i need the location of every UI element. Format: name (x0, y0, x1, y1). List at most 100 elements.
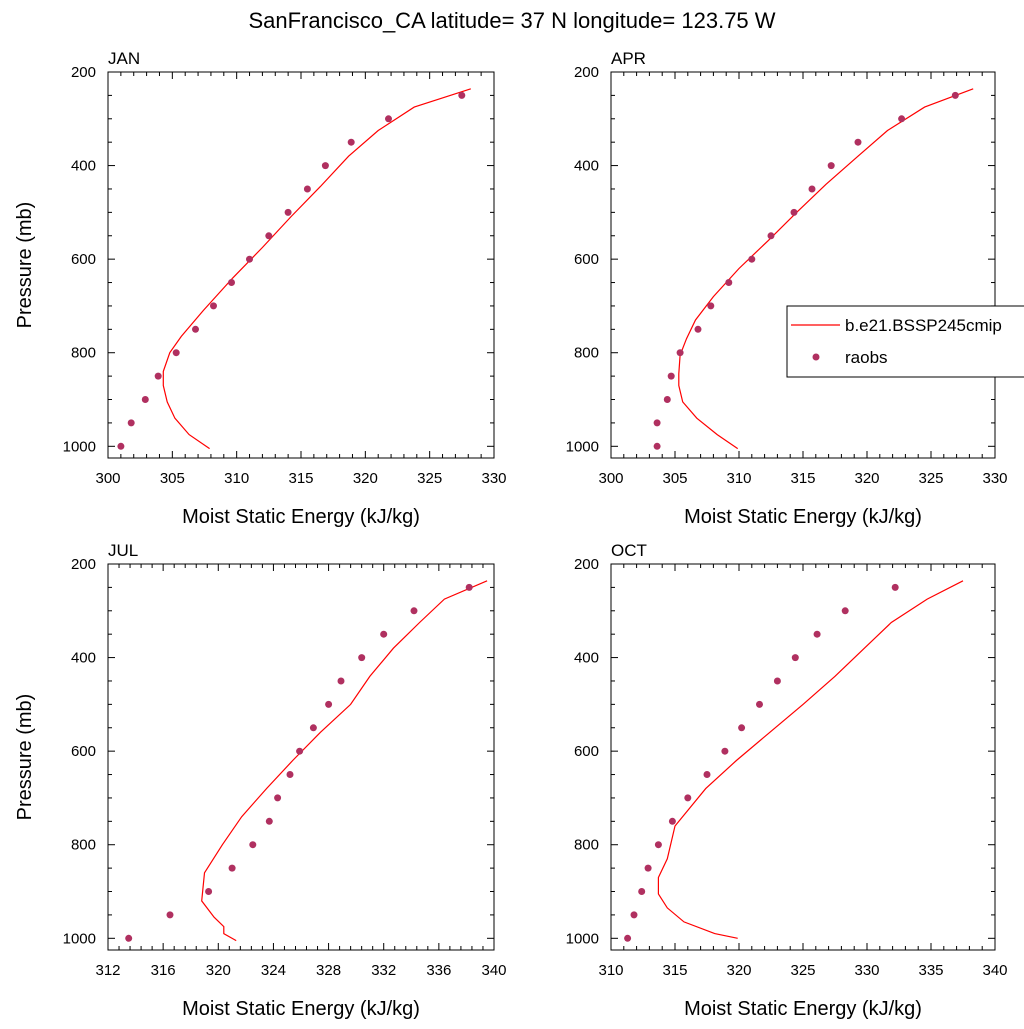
y-tick-label: 1000 (63, 930, 96, 947)
panel-apr: APR 300 305 310 315 320 325 330 200 400 600 800 1000… (566, 49, 1008, 528)
y-tick-label: 400 (574, 158, 599, 175)
raobs-point (465, 583, 473, 591)
raobs-point (667, 372, 675, 380)
panel-jan: JAN 300 305 310 315 320 325 330 200 400 600 800 1000… (14, 49, 507, 528)
raobs-point (458, 91, 466, 99)
y-tick-label: 1000 (566, 438, 599, 455)
y-tick-label: 1000 (566, 930, 599, 947)
raobs-point (117, 442, 125, 450)
raobs-point (748, 255, 756, 263)
panel-title: OCT (611, 541, 647, 560)
raobs-point (127, 419, 135, 427)
x-tick-label: 300 (95, 470, 120, 487)
raobs-point (624, 934, 632, 942)
x-tick-label: 330 (481, 470, 506, 487)
x-tick-label: 310 (726, 470, 751, 487)
raobs-point (813, 630, 821, 638)
raobs-point (653, 419, 661, 427)
y-tick-label: 600 (71, 743, 96, 760)
raobs-point (694, 325, 702, 333)
legend-box (786, 305, 1024, 378)
raobs-point (668, 817, 676, 825)
raobs-point (358, 654, 366, 662)
legend-marker-swatch (812, 353, 820, 361)
x-tick-label: 320 (353, 470, 378, 487)
x-tick-label: 320 (206, 962, 231, 979)
x-tick-label: 315 (790, 470, 815, 487)
raobs-point (296, 747, 304, 755)
raobs-point (663, 396, 671, 403)
raobs-point (172, 349, 180, 357)
raobs-point (192, 325, 199, 333)
raobs-point (228, 279, 235, 286)
raobs-point (228, 864, 236, 872)
raobs-point (125, 934, 133, 942)
x-tick-label: 320 (854, 470, 879, 487)
raobs-point (767, 232, 775, 240)
x-tick-label: 340 (982, 962, 1007, 979)
raobs-point (410, 607, 418, 615)
raobs-point (303, 185, 311, 193)
model-series-line (678, 88, 974, 450)
x-axis-label: Moist Static Energy (kJ/kg) (684, 998, 922, 1020)
model-series-line (162, 88, 471, 450)
x-tick-label: 315 (288, 470, 313, 487)
x-axis-label: Moist Static Energy (kJ/kg) (182, 998, 420, 1020)
y-tick-label: 200 (71, 64, 96, 81)
y-axis-label: Pressure (mb) (14, 202, 36, 329)
y-tick-label: 600 (574, 743, 599, 760)
plot-frame (107, 71, 495, 459)
raobs-point (773, 677, 781, 685)
figure-title: SanFrancisco_CA latitude= 37 N longitude… (248, 8, 775, 33)
y-tick-label: 200 (71, 556, 96, 573)
raobs-point (380, 630, 388, 638)
y-tick-label: 600 (71, 251, 96, 268)
panels: JAN 300 305 310 315 320 325 330 200 400 600 800 1000… (14, 49, 1008, 1020)
y-axis-label: Pressure (mb) (14, 694, 36, 821)
raobs-point (790, 208, 798, 216)
raobs-point (337, 677, 345, 685)
x-tick-label: 316 (151, 962, 176, 979)
raobs-point (166, 911, 174, 919)
x-tick-label: 325 (790, 962, 815, 979)
x-tick-label: 335 (918, 962, 943, 979)
y-tick-label: 600 (574, 251, 599, 268)
raobs-point (205, 888, 213, 895)
raobs-point (676, 349, 684, 357)
y-tick-label: 800 (71, 837, 96, 854)
raobs-point (891, 583, 899, 591)
panel-oct: OCT 310 315 320 325 330 335 340 200 400 600 800 1000… (566, 541, 1008, 1020)
legend: b.e21.BSSP245cmip raobs (786, 305, 1024, 378)
raobs-point (630, 911, 638, 919)
raobs-point (827, 162, 835, 170)
raobs-point (721, 747, 729, 755)
raobs-point (347, 138, 355, 146)
raobs-point (321, 162, 329, 170)
y-tick-label: 800 (71, 345, 96, 362)
raobs-point (385, 115, 392, 123)
raobs-point (684, 794, 692, 802)
y-tick-label: 400 (71, 158, 96, 175)
x-tick-label: 305 (662, 470, 687, 487)
raobs-point (898, 115, 906, 123)
plot-frame (610, 563, 996, 951)
model-series-line (201, 580, 488, 942)
raobs-point (653, 442, 661, 450)
x-tick-label: 340 (481, 962, 506, 979)
raobs-point (265, 817, 273, 825)
raobs-point (284, 208, 292, 216)
x-tick-label: 325 (417, 470, 442, 487)
x-tick-label: 305 (160, 470, 185, 487)
raobs-point (703, 771, 711, 778)
raobs-point (325, 700, 333, 708)
x-axis-label: Moist Static Energy (kJ/kg) (182, 506, 420, 528)
raobs-point (654, 841, 662, 849)
raobs-point (246, 255, 253, 263)
raobs-point (854, 138, 862, 146)
x-tick-label: 324 (261, 962, 286, 979)
y-tick-label: 200 (574, 556, 599, 573)
panel-title: JAN (108, 49, 140, 68)
x-tick-label: 336 (426, 962, 451, 979)
panel-jul: JUL 312 316 320 324 328 332 336 340 200 400 600 800 1… (14, 541, 507, 1020)
